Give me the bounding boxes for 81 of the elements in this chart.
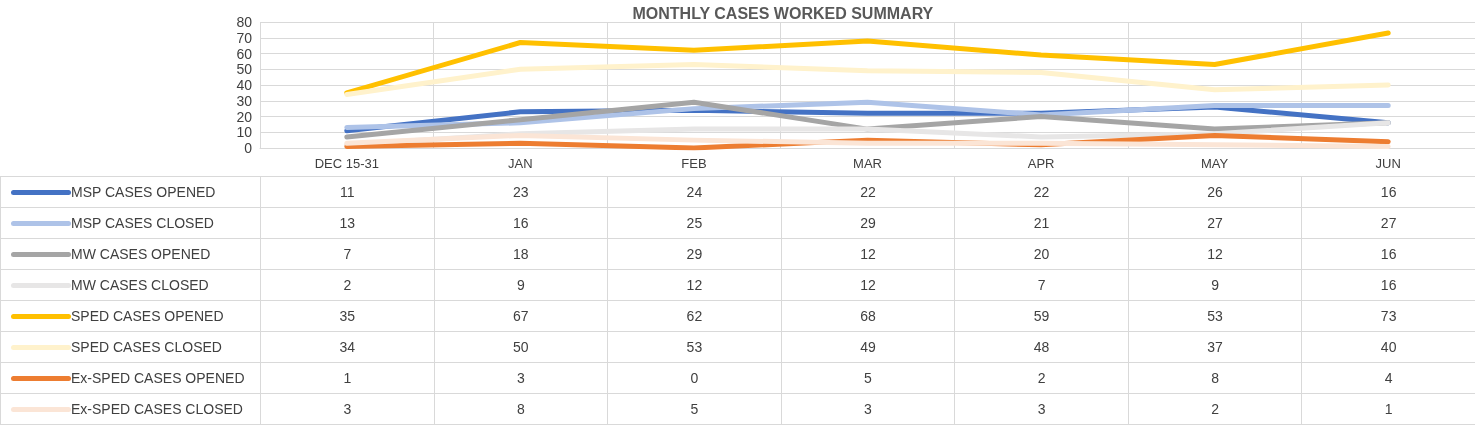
data-label: 20: [954, 238, 1129, 270]
data-label: 29: [607, 238, 782, 270]
legend-label: MSP CASES CLOSED: [71, 215, 214, 232]
x-tick-label: JAN: [508, 156, 533, 171]
legend-label: MSP CASES OPENED: [71, 184, 216, 201]
data-label: 73: [1301, 300, 1475, 332]
legend-label: Ex-SPED CASES OPENED: [71, 370, 245, 387]
data-label: 3: [434, 362, 608, 394]
legend-label: MW CASES CLOSED: [71, 277, 209, 294]
legend-label: MW CASES OPENED: [71, 246, 211, 263]
data-label: 49: [781, 331, 955, 363]
data-label: 7: [954, 269, 1129, 301]
y-tick-label: 0: [244, 140, 253, 156]
x-tick-label: JUN: [1375, 156, 1401, 171]
data-label: 3: [260, 393, 435, 425]
chart-title: MONTHLY CASES WORKED SUMMARY: [632, 4, 934, 22]
data-label: 59: [954, 300, 1129, 332]
x-tick-label: APR: [1027, 156, 1055, 171]
data-label: 11: [260, 176, 435, 208]
data-label: 0: [607, 362, 782, 394]
data-label: 12: [781, 269, 955, 301]
x-tick-label: MAY: [1201, 156, 1229, 171]
x-tick-label: DEC 15-31: [314, 156, 379, 171]
data-label: 29: [781, 207, 955, 239]
data-label: 26: [1128, 176, 1302, 208]
data-label: 48: [954, 331, 1129, 363]
x-tick-label: MAR: [853, 156, 882, 171]
data-label: 24: [607, 176, 782, 208]
data-label: 2: [954, 362, 1129, 394]
y-tick-label: 70: [236, 29, 253, 46]
data-label: 2: [260, 269, 435, 301]
data-label: 35: [260, 300, 435, 332]
data-label: 5: [781, 362, 955, 394]
data-label: 8: [1128, 362, 1302, 394]
data-label: 16: [434, 207, 608, 239]
legend-label: SPED CASES OPENED: [71, 308, 224, 325]
data-label: 22: [954, 176, 1129, 208]
data-label: 12: [607, 269, 782, 301]
y-tick-label: 40: [236, 77, 253, 93]
data-label: 68: [781, 300, 955, 332]
data-label: 53: [607, 331, 782, 363]
data-label: 3: [954, 393, 1129, 425]
data-label: 16: [1301, 269, 1475, 301]
data-label: 16: [1301, 176, 1475, 208]
data-label: 27: [1128, 207, 1302, 239]
data-label: 8: [434, 393, 608, 425]
data-label: 7: [260, 238, 435, 270]
data-label: 4: [1301, 362, 1475, 394]
data-label: 13: [260, 207, 435, 239]
data-label: 9: [1128, 269, 1302, 301]
legend-label: Ex-SPED CASES CLOSED: [71, 401, 243, 418]
data-label: 50: [434, 331, 608, 363]
data-label: 12: [1128, 238, 1302, 270]
data-label: 5: [607, 393, 782, 425]
data-label: 22: [781, 176, 955, 208]
data-label: 12: [781, 238, 955, 270]
data-label: 40: [1301, 331, 1475, 363]
data-label: 67: [434, 300, 608, 332]
legend-label: SPED CASES CLOSED: [71, 339, 222, 356]
y-tick-label: 80: [236, 14, 253, 30]
y-tick-label: 50: [236, 61, 253, 78]
data-label: 16: [1301, 238, 1475, 270]
data-label: 25: [607, 207, 782, 239]
data-label: 62: [607, 300, 782, 332]
data-label: 2: [1128, 393, 1302, 425]
data-label: 18: [434, 238, 608, 270]
y-tick-label: 30: [236, 92, 253, 109]
data-label: 21: [954, 207, 1129, 239]
data-label: 37: [1128, 331, 1302, 363]
data-label: 53: [1128, 300, 1302, 332]
y-tick-label: 60: [236, 45, 253, 62]
data-label: 1: [260, 362, 435, 394]
data-label: 34: [260, 331, 435, 363]
y-tick-label: 10: [236, 124, 253, 141]
data-label: 27: [1301, 207, 1475, 239]
y-tick-label: 20: [236, 108, 253, 125]
data-label: 1: [1301, 393, 1475, 425]
x-tick-label: FEB: [681, 156, 707, 171]
data-label: 3: [781, 393, 955, 425]
data-label: 23: [434, 176, 608, 208]
data-label: 9: [434, 269, 608, 301]
